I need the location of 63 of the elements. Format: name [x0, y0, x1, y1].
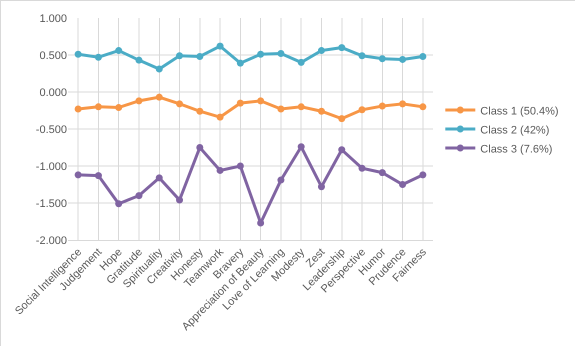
point [298, 143, 305, 150]
point [399, 56, 406, 63]
point [135, 192, 142, 200]
point [338, 115, 346, 122]
point [318, 47, 325, 54]
point [115, 104, 122, 112]
point [358, 164, 366, 172]
point [176, 100, 184, 108]
point [216, 114, 224, 121]
point [74, 171, 82, 178]
point [399, 100, 406, 108]
point [277, 106, 284, 113]
point [378, 55, 386, 62]
point [135, 56, 142, 64]
point [358, 106, 366, 114]
y-tick-label: -1.500 [36, 198, 67, 210]
y-tick-label: -0.500 [36, 124, 67, 136]
point [236, 60, 244, 67]
point [196, 52, 204, 60]
y-tick-label: -1.000 [36, 160, 67, 173]
point [236, 162, 244, 170]
point [318, 183, 325, 190]
point [216, 166, 224, 174]
point [257, 97, 264, 104]
point [156, 66, 163, 73]
point [216, 42, 224, 50]
point [338, 44, 346, 52]
point [156, 174, 163, 182]
y-tick-label: 0.000 [39, 86, 67, 99]
point [115, 200, 122, 208]
point [156, 94, 163, 101]
y-tick-label: 1.000 [39, 12, 67, 25]
point [399, 181, 406, 188]
point [135, 97, 142, 104]
point [94, 54, 102, 61]
point [298, 103, 305, 110]
point [419, 103, 426, 110]
point [176, 52, 184, 60]
point [298, 58, 305, 66]
point [74, 106, 82, 113]
point [378, 102, 386, 110]
legend-label: Class 1 (50.4%) [480, 105, 559, 118]
point [176, 196, 184, 204]
legend-label: Class 2 (42%) [480, 124, 550, 136]
point [419, 52, 426, 60]
point [277, 50, 284, 58]
point [257, 50, 264, 58]
y-tick-label: 0.500 [39, 50, 67, 62]
point [115, 47, 122, 54]
legend-label: Class 3 (7.6%) [480, 143, 552, 156]
point [74, 50, 82, 58]
point [419, 171, 426, 178]
y-tick-label: -2.000 [36, 234, 67, 247]
point [358, 52, 366, 60]
point [196, 108, 204, 115]
point [236, 100, 244, 107]
point [94, 172, 102, 180]
point [277, 176, 284, 184]
point [94, 103, 102, 110]
point [338, 146, 346, 154]
point [196, 144, 204, 151]
point [318, 108, 325, 115]
point [378, 169, 386, 176]
